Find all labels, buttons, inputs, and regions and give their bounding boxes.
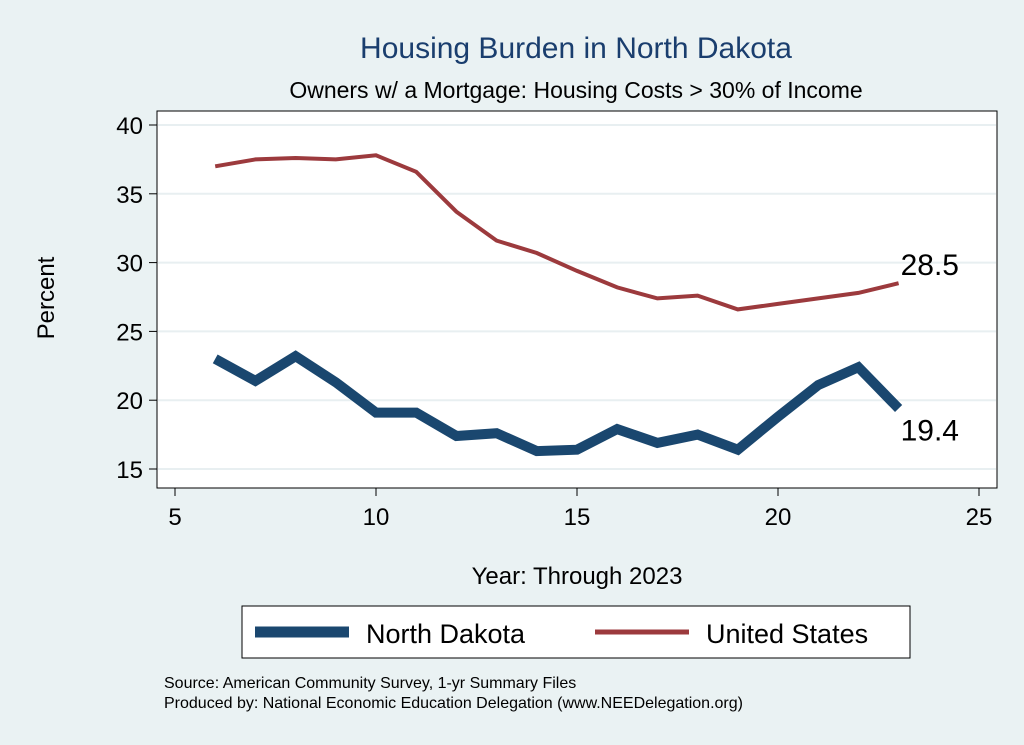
y-axis-title: Percent	[33, 256, 60, 339]
y-tick-label-15: 15	[116, 457, 143, 484]
series-lines	[212, 153, 903, 457]
y-tick-label-35: 35	[116, 182, 143, 209]
y-axis: 15 20 25 30 35 40	[116, 113, 157, 484]
chart-subtitle: Owners w/ a Mortgage: Housing Costs > 30…	[289, 77, 862, 103]
x-tick-label-10: 10	[363, 504, 390, 531]
series-line-united-states	[214, 153, 900, 312]
legend-label-united-states: United States	[706, 619, 868, 649]
end-label-united-states: 28.5	[901, 249, 959, 282]
legend-box	[241, 605, 911, 659]
legend: North Dakota United States	[241, 605, 911, 659]
y-tick-label-25: 25	[116, 319, 143, 346]
chart-title: Housing Burden in North Dakota	[360, 32, 792, 65]
y-tick-label-30: 30	[116, 251, 143, 278]
gridlines	[158, 124, 996, 470]
source-note: Source: American Community Survey, 1-yr …	[164, 675, 576, 692]
x-tick-label-15: 15	[564, 504, 591, 531]
x-axis-title: Year: Through 2023	[472, 563, 683, 590]
x-tick-label-20: 20	[765, 504, 792, 531]
x-tick-label-5: 5	[168, 504, 181, 531]
plot-area	[156, 110, 998, 489]
series-line-north-dakota	[212, 350, 903, 457]
y-tick-label-40: 40	[116, 113, 143, 140]
y-tick-label-20: 20	[116, 388, 143, 415]
producer-note: Produced by: National Economic Education…	[164, 695, 743, 712]
x-axis: 5 10 15 20 25	[168, 488, 992, 531]
end-labels: 19.4 28.5	[901, 249, 959, 447]
end-label-north-dakota: 19.4	[901, 414, 959, 447]
x-tick-label-25: 25	[966, 504, 993, 531]
legend-label-north-dakota: North Dakota	[366, 619, 526, 649]
